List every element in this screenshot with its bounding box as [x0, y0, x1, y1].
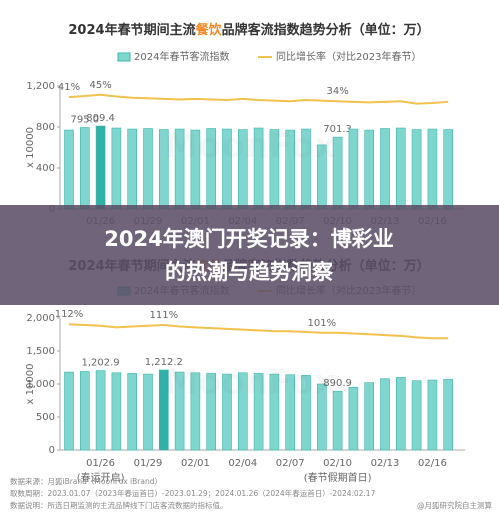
- data-label: 890.9: [323, 378, 352, 389]
- title-part: 2024年春节期间主流: [68, 22, 195, 38]
- overlay-title: 的热潮与趋势洞察: [165, 260, 334, 284]
- bar: [348, 386, 359, 451]
- legend-label: 2024年春节客流指数: [134, 50, 229, 63]
- bar: [332, 390, 343, 451]
- data-label: 111%: [150, 310, 179, 321]
- bar: [206, 373, 216, 451]
- bar: [427, 379, 438, 451]
- legend-label: 同比增长率（对比2023年春节）: [276, 50, 421, 63]
- bar: [159, 369, 169, 451]
- y-tick-label: 2,000: [26, 313, 55, 324]
- bar: [364, 129, 375, 210]
- bar: [269, 373, 280, 451]
- bar: [427, 128, 438, 210]
- y-tick-label: 1,000: [26, 379, 55, 390]
- y-tick-label: 1,200: [26, 81, 55, 92]
- footer-credit: @月狐研究院自主测算: [417, 500, 492, 510]
- footer-line: 数据来源：月狐iBrand（MoonFox iBrand）: [10, 476, 162, 486]
- bar: [64, 129, 74, 210]
- line: [68, 93, 449, 105]
- bar: [143, 373, 153, 451]
- bar: [380, 378, 390, 451]
- x-tick-label: 02/04: [228, 458, 257, 469]
- data-label: 701.3: [323, 124, 352, 135]
- title-part: 品牌客流指数趋势分析（单位：万）: [222, 22, 430, 38]
- x-tick-label: 02/16: [418, 458, 447, 469]
- bar: [443, 379, 454, 451]
- x-tick-label: 01/26: [86, 458, 115, 469]
- bar: [285, 374, 296, 451]
- bar: [253, 373, 264, 451]
- footer-line: 数据说明：所选日期监测的主流品牌线下门店客流数据的指标值。: [10, 500, 228, 510]
- bar: [301, 375, 311, 451]
- data-label: 45%: [89, 80, 111, 91]
- y-axis-label: x 10000: [25, 127, 36, 168]
- overlay-title: 2024年澳门开奖记录：博彩业: [104, 227, 393, 251]
- chart-title: 2024年春节期间主流餐饮品牌客流指数趋势分析（单位：万）: [68, 22, 429, 38]
- bar: [127, 128, 137, 210]
- annotation: (春运开启): [77, 471, 125, 484]
- bar: [411, 380, 422, 451]
- data-label: 101%: [308, 318, 337, 329]
- y-axis-label: x 10000: [25, 364, 36, 405]
- watermark: MoonFox: [164, 363, 336, 403]
- bar: [111, 127, 122, 210]
- y-tick-label: 800: [36, 122, 55, 133]
- x-tick-label: 02/01: [181, 458, 210, 469]
- bar: [395, 127, 406, 210]
- line: [68, 323, 449, 340]
- title-part: 餐饮: [195, 22, 223, 38]
- footer-line: 取数周期：2023.01.07（2023年春运首日）-2023.01.29；20…: [10, 488, 376, 498]
- bar: [316, 383, 327, 451]
- x-tick-label: 01/29: [134, 458, 163, 469]
- bar: [348, 128, 359, 210]
- bar: [80, 127, 90, 210]
- bar: [222, 373, 232, 451]
- data-label: 1,212.2: [145, 357, 183, 368]
- data-label: 112%: [55, 309, 84, 320]
- bar: [364, 382, 375, 451]
- bar: [411, 129, 422, 210]
- bar: [95, 125, 106, 210]
- x-tick-label: 02/10: [323, 458, 352, 469]
- data-label: 795.0: [70, 115, 99, 126]
- y-tick-label: 500: [36, 412, 55, 423]
- bar: [95, 370, 106, 451]
- bar: [395, 377, 406, 451]
- bar: [380, 128, 390, 210]
- y-tick-label: 0: [49, 445, 55, 456]
- bar: [64, 371, 74, 451]
- x-tick-label: 02/13: [371, 458, 400, 469]
- y-tick-label: 400: [36, 163, 55, 174]
- watermark: MoonFox: [164, 126, 336, 166]
- annotation: (春节假期首日): [304, 471, 372, 484]
- data-label: 41%: [58, 82, 80, 93]
- bar: [174, 371, 185, 451]
- bar: [127, 373, 137, 451]
- data-label: 34%: [326, 86, 348, 97]
- bar: [190, 372, 201, 451]
- data-label: 1,202.9: [82, 358, 120, 369]
- data-label: 809.4: [86, 113, 115, 124]
- bar: [443, 129, 454, 210]
- overlay-band: [0, 205, 499, 305]
- bar: [238, 372, 248, 451]
- bar: [111, 372, 122, 451]
- legend-swatch: [117, 52, 131, 62]
- x-tick-label: 02/07: [276, 458, 305, 469]
- bar: [80, 371, 90, 451]
- bar: [143, 128, 153, 210]
- y-tick-label: 1,500: [26, 346, 55, 357]
